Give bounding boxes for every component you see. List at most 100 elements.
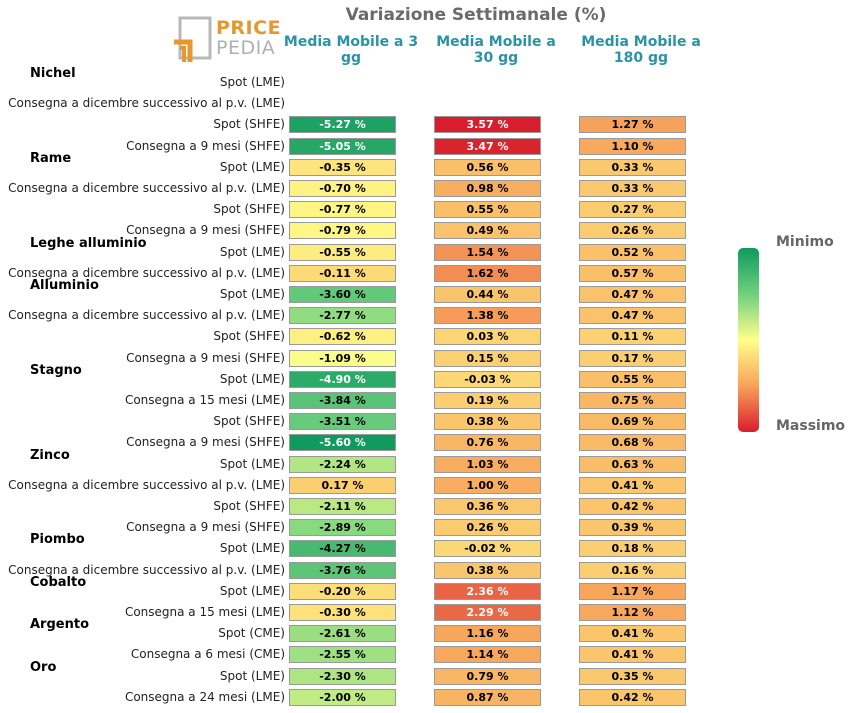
heatmap-cell: 0.38 % — [434, 413, 541, 431]
heatmap-cell: 0.36 % — [434, 498, 541, 515]
pricepedia-logo: PRICE PEDIA — [170, 16, 281, 64]
heatmap-cell: -2.00 % — [289, 688, 396, 706]
row-label: Spot (LME) — [219, 541, 285, 556]
heatmap-cell: 0.35 % — [579, 667, 686, 685]
heatmap-cell: 0.38 % — [434, 561, 541, 579]
column-header-180gg: Media Mobile a 180 gg — [581, 34, 701, 66]
heatmap-cell: 0.69 % — [579, 413, 686, 431]
row-label: Consegna a 24 mesi (LME) — [124, 689, 285, 704]
row-label: Spot (LME) — [219, 456, 285, 471]
row-label: Consegna a 6 mesi (CME) — [130, 647, 285, 662]
row-label: Consegna a 15 mesi (LME) — [124, 605, 285, 619]
heatmap-cell: 0.33 % — [579, 180, 686, 197]
heatmap-cell: 0.11 % — [579, 328, 686, 346]
heatmap-cell: 1.38 % — [434, 307, 541, 325]
heatmap-cell: 0.33 % — [579, 158, 686, 176]
row-label: Consegna a dicembre successivo al p.v. (… — [8, 562, 285, 577]
heatmap-cell: 1.03 % — [434, 455, 541, 473]
heatmap-cell: 0.63 % — [579, 455, 686, 473]
heatmap-cell: 1.16 % — [434, 625, 541, 643]
row-label: Consegna a 9 mesi (SHFE) — [126, 223, 285, 238]
heatmap-cell: 0.42 % — [579, 498, 686, 515]
row-label: Spot (SHFE) — [213, 414, 285, 429]
heatmap-cell: 0.47 % — [579, 307, 686, 325]
heatmap-cell: 0.16 % — [579, 561, 686, 579]
heatmap-cell: 1.12 % — [579, 604, 686, 621]
heatmap-cell: 1.27 % — [579, 116, 686, 134]
heatmap-cell: 0.41 % — [579, 476, 686, 494]
heatmap-cell: -4.27 % — [289, 540, 396, 558]
heatmap-cell: 0.18 % — [579, 540, 686, 558]
heatmap-cell: 1.54 % — [434, 243, 541, 261]
row-label: Consegna a 15 mesi (LME) — [124, 393, 285, 407]
row-label: Spot (LME) — [219, 287, 285, 301]
row-label: Spot (SHFE) — [213, 202, 285, 217]
column-header-30gg: Media Mobile a 30 gg — [436, 34, 556, 66]
heatmap-cell: -3.51 % — [289, 413, 396, 431]
group-label: Cobalto — [30, 574, 87, 590]
row-label: Consegna a 9 mesi (SHFE) — [126, 435, 285, 450]
heatmap-cell: 0.68 % — [579, 434, 686, 452]
heatmap-cell: -1.09 % — [289, 349, 396, 367]
heatmap-cell: 0.57 % — [579, 264, 686, 282]
heatmap-cell: 0.39 % — [579, 519, 686, 537]
group-label: Zinco — [30, 447, 70, 463]
chart-title: Variazione Settimanale (%) — [345, 5, 607, 25]
row-label: Spot (LME) — [219, 668, 285, 683]
group-label: Oro — [30, 659, 57, 675]
heatmap-cell: 0.44 % — [434, 286, 541, 303]
row-label: Spot (LME) — [219, 583, 285, 598]
heatmap-cell: -0.77 % — [289, 201, 396, 219]
heatmap-cell: 1.14 % — [434, 646, 541, 664]
heatmap-cell: 0.55 % — [579, 370, 686, 388]
heatmap-cell: 0.41 % — [579, 625, 686, 643]
heatmap-cell: 0.79 % — [434, 667, 541, 685]
group-label: Stagno — [30, 362, 82, 378]
heatmap-cell: -2.30 % — [289, 667, 396, 685]
heatmap-cell: 1.00 % — [434, 476, 541, 494]
heatmap-cell: 0.26 % — [434, 519, 541, 537]
group-label: Rame — [30, 150, 72, 166]
heatmap-cell: -3.60 % — [289, 286, 396, 303]
heatmap-cell: 0.19 % — [434, 392, 541, 409]
row-label: Consegna a 9 mesi (SHFE) — [126, 138, 285, 153]
heatmap-cell: 0.75 % — [579, 392, 686, 409]
row-label: Spot (LME) — [219, 159, 285, 174]
row-label: Consegna a dicembre successivo al p.v. (… — [8, 265, 285, 280]
heatmap-cell: 0.17 % — [289, 476, 396, 494]
heatmap-cell: 0.56 % — [434, 158, 541, 176]
heatmap-cell: 0.47 % — [579, 286, 686, 303]
heatmap-cell: 1.10 % — [579, 137, 686, 155]
legend-min-label: Minimo — [776, 234, 834, 250]
heatmap-cell: -0.35 % — [289, 158, 396, 176]
heatmap-cell: -2.89 % — [289, 519, 396, 537]
heatmap-cell: -2.77 % — [289, 307, 396, 325]
heatmap-cell: -0.02 % — [434, 540, 541, 558]
logo-word-pedia: PEDIA — [216, 37, 276, 59]
pricepedia-logo-mark — [174, 16, 212, 62]
heatmap-cell: -2.61 % — [289, 625, 396, 643]
heatmap-cell: -3.76 % — [289, 561, 396, 579]
heatmap-cell: -4.90 % — [289, 370, 396, 388]
row-label: Consegna a 9 mesi (SHFE) — [126, 520, 285, 535]
heatmap-cell: 1.62 % — [434, 264, 541, 282]
heatmap-cell: -5.60 % — [289, 434, 396, 452]
group-label: Nichel — [30, 66, 76, 81]
heatmap-cell: 0.17 % — [579, 349, 686, 367]
heatmap-cell: -0.20 % — [289, 582, 396, 600]
row-label: Spot (LME) — [219, 244, 285, 259]
group-label: Leghe alluminio — [30, 235, 147, 251]
logo-word-price: PRICE — [216, 17, 282, 39]
heatmap-cell: 3.57 % — [434, 116, 541, 134]
heatmap-cell: -2.55 % — [289, 646, 396, 664]
color-scale-bar — [738, 248, 759, 432]
heatmap-cell: -2.11 % — [289, 498, 396, 515]
row-label: Spot (LME) — [219, 371, 285, 386]
heatmap-cell: 0.15 % — [434, 349, 541, 367]
row-label: Consegna a 9 mesi (SHFE) — [126, 350, 285, 365]
heatmap-cell: -0.70 % — [289, 180, 396, 197]
row-label: Consegna a dicembre successivo al p.v. (… — [8, 308, 285, 323]
heatmap-cell: -3.84 % — [289, 392, 396, 409]
group-label: Argento — [30, 617, 89, 633]
group-label: Alluminio — [30, 278, 99, 293]
